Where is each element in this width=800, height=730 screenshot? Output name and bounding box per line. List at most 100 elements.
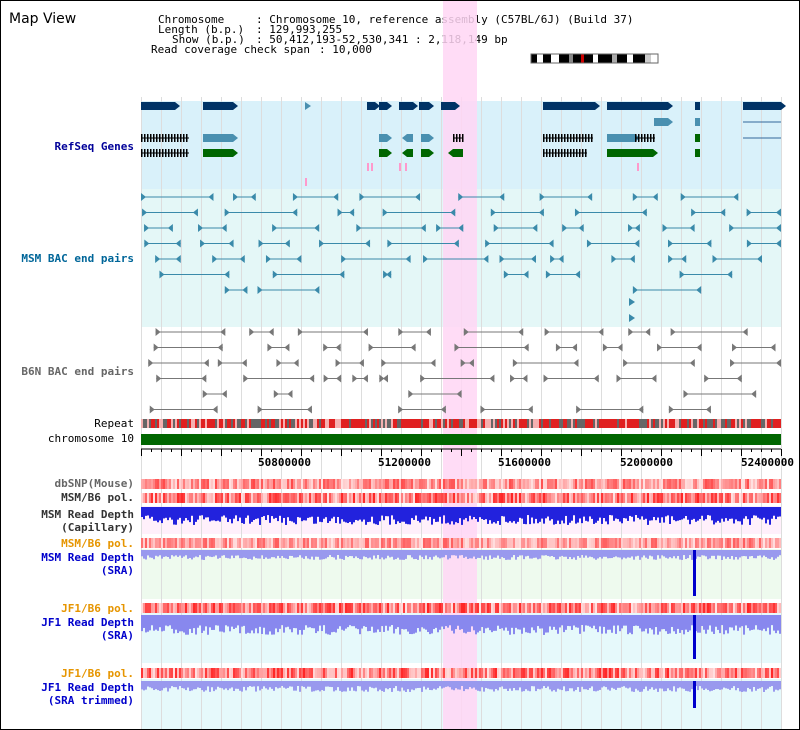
pol-heat-cell [329,479,331,489]
pol-heat-cell [643,603,645,613]
pol-heat-cell [245,479,247,489]
span-label: Read coverage check span [151,43,310,56]
pol-heat-cell [549,603,551,613]
pol-heat-cell [587,493,589,503]
repeat-bar [323,419,325,428]
read-depth-bar [285,507,287,525]
read-depth-bar [425,507,427,517]
read-depth-bar [245,507,247,518]
msm-depth-capillary-label: MSM Read Depth [41,508,134,521]
pol-heat-cell [141,603,143,613]
pol-heat-cell [247,538,249,548]
pol-heat-cell [255,603,257,613]
bac-end [349,208,355,217]
read-depth-bar [673,550,675,557]
pol-heat-cell [463,479,465,489]
read-depth-bar [307,615,309,628]
pol-heat-cell [277,538,279,548]
pol-heat-cell [591,603,593,613]
repeat-bar [535,419,537,428]
read-depth-bar [623,550,625,558]
read-depth-bar [513,615,515,635]
read-depth-bar [529,615,531,634]
read-depth-bar [629,615,631,633]
read-depth-bar [629,507,631,516]
read-depth-bar [603,507,605,519]
pol-heat-cell [305,479,307,489]
pol-heat-cell [671,668,673,678]
read-depth-bar [279,507,281,516]
read-depth-bar [459,615,461,630]
read-depth-bar [207,615,209,635]
repeat-bar [683,419,685,428]
pol-heat-cell [193,479,195,489]
read-depth-bar [219,615,221,632]
read-depth-bar [147,550,149,556]
pol-heat-cell [609,479,611,489]
pol-heat-cell [625,668,627,678]
read-depth-bar [551,615,553,630]
read-depth-bar [371,550,373,560]
pol-heat-cell [627,479,629,489]
read-depth-bar [355,550,357,557]
read-depth-bar [233,507,235,519]
pol-heat-cell [151,603,153,613]
repeat-bar [399,419,401,428]
read-depth-bar [715,550,717,560]
pol-heat-cell [221,668,223,678]
read-depth-bar [319,615,321,626]
pol-heat-cell [151,668,153,678]
pol-heat-cell [601,538,603,548]
read-depth-bar [777,507,779,517]
pol-heat-cell [205,479,207,489]
bac-end [483,255,489,263]
pol-heat-cell [255,668,257,678]
gene-feature [453,149,463,157]
pol-heat-cell [309,493,311,503]
pol-heat-cell [347,479,349,489]
read-depth-bar [491,507,493,524]
pol-heat-cell [261,493,263,503]
pol-heat-cell [371,603,373,613]
read-depth-bar [415,681,417,689]
read-depth-bar [467,550,469,559]
repeat-bar [337,419,339,428]
pol-heat-cell [297,538,299,548]
pol-heat-cell [749,493,751,503]
pol-heat-cell [607,668,609,678]
read-depth-bar [325,507,327,518]
read-depth-bar [571,507,573,521]
pol-heat-cell [327,493,329,503]
read-depth-bar [313,681,315,692]
read-depth-bar [231,550,233,556]
pol-heat-cell [553,603,555,613]
pol-heat-cell [237,603,239,613]
gene-feature [419,102,429,110]
pol-heat-cell [145,493,147,503]
pol-heat-cell [301,603,303,613]
repeat-bar [299,419,301,428]
bac-end [323,374,329,383]
pol-heat-cell [575,603,577,613]
pol-heat-cell [707,538,709,548]
pol-heat-cell [149,603,151,613]
read-depth-bar [519,507,521,518]
read-depth-bar [747,615,749,629]
read-depth-bar [237,550,239,556]
read-depth-bar [499,507,501,525]
pol-heat-cell [395,538,397,548]
read-depth-bar [241,507,243,524]
repeat-bar [567,419,569,428]
bac-end [352,374,358,383]
read-depth-bar [403,507,405,522]
pol-heat-cell [547,603,549,613]
read-depth-bar [411,507,413,519]
pol-heat-cell [529,538,531,548]
pol-heat-cell [499,538,501,548]
repeat-bar [405,419,407,428]
read-depth-bar [481,550,483,556]
read-depth-spike [693,681,696,708]
pol-heat-cell [569,538,571,548]
pol-heat-cell [713,603,715,613]
